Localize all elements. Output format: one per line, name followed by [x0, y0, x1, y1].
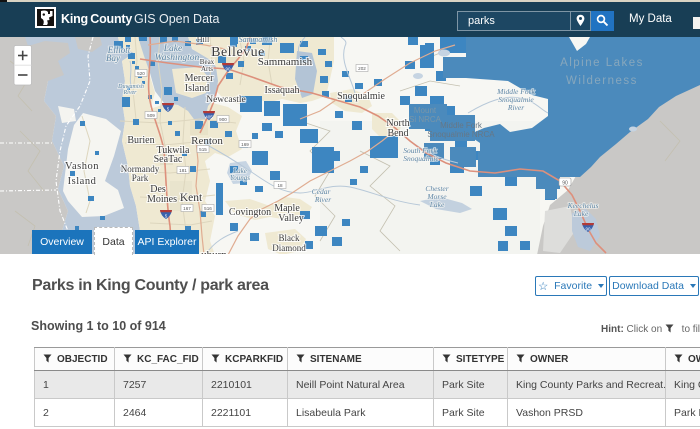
svg-text:509: 509 — [147, 112, 155, 117]
svg-text:Bellevue: Bellevue — [211, 45, 265, 60]
svg-text:Kent: Kent — [180, 192, 203, 204]
svg-text:Moines: Moines — [147, 194, 177, 205]
svg-text:167: 167 — [183, 205, 191, 210]
svg-text:Alpine Lakes: Alpine Lakes — [560, 57, 644, 69]
svg-text:South Fork: South Fork — [403, 146, 437, 155]
svg-text:515: 515 — [199, 146, 207, 151]
svg-text:Snoqualmie NRCA: Snoqualmie NRCA — [427, 130, 495, 139]
svg-text:Tukwila: Tukwila — [157, 145, 191, 156]
svg-text:181: 181 — [179, 167, 187, 172]
svg-text:Beax: Beax — [200, 58, 215, 66]
svg-text:Bend: Bend — [387, 128, 408, 139]
svg-text:Burien: Burien — [127, 135, 154, 146]
svg-text:202: 202 — [358, 65, 366, 70]
svg-text:Valley: Valley — [278, 213, 304, 224]
svg-text:Sammamish: Sammamish — [258, 56, 313, 68]
svg-text:Mercer: Mercer — [185, 73, 215, 84]
svg-text:Island: Island — [68, 176, 97, 187]
svg-text:Issaquah: Issaquah — [265, 85, 300, 96]
svg-text:SeaTac: SeaTac — [154, 154, 183, 165]
svg-text:Normandy: Normandy — [121, 164, 160, 174]
svg-text:Snoqualmie: Snoqualmie — [337, 91, 385, 102]
svg-text:Lake: Lake — [163, 44, 182, 54]
svg-text:Middle Fork: Middle Fork — [440, 121, 483, 130]
svg-text:Black: Black — [279, 233, 300, 243]
svg-text:Sammamish: Sammamish — [239, 37, 278, 44]
svg-text:5: 5 — [165, 213, 168, 218]
svg-text:Youngs: Youngs — [230, 174, 250, 182]
svg-text:Auburn: Auburn — [193, 249, 227, 255]
svg-text:North: North — [386, 118, 409, 129]
svg-text:River: River — [314, 195, 331, 204]
svg-text:90: 90 — [225, 66, 231, 71]
svg-text:River: River — [507, 103, 524, 112]
svg-text:Diamond: Diamond — [272, 243, 306, 253]
svg-text:Keechelus: Keechelus — [567, 201, 599, 210]
svg-text:Vashon: Vashon — [65, 161, 99, 172]
svg-text:405: 405 — [205, 114, 213, 119]
svg-text:Renton: Renton — [191, 135, 223, 147]
svg-text:Arts: Arts — [201, 65, 213, 73]
svg-text:River: River — [123, 90, 138, 96]
svg-text:5: 5 — [167, 106, 170, 111]
svg-text:Snoqualmie: Snoqualmie — [403, 154, 439, 163]
svg-text:Island: Island — [185, 83, 209, 94]
svg-text:Lake: Lake — [429, 200, 445, 209]
svg-text:Duwamish: Duwamish — [117, 84, 144, 90]
svg-text:Des: Des — [150, 184, 166, 195]
svg-text:900: 900 — [219, 116, 227, 121]
svg-text:Morse: Morse — [426, 192, 447, 201]
svg-text:Si NRCA: Si NRCA — [409, 115, 442, 124]
svg-text:Washington: Washington — [155, 53, 200, 63]
svg-text:Mount: Mount — [414, 106, 437, 115]
svg-text:Wilderness: Wilderness — [566, 75, 638, 87]
svg-text:Middle Fork: Middle Fork — [496, 87, 535, 96]
svg-text:90: 90 — [585, 226, 591, 231]
svg-text:516: 516 — [204, 205, 212, 210]
svg-text:Newcastle: Newcastle — [206, 95, 246, 105]
svg-text:Elliott: Elliott — [107, 45, 131, 55]
svg-text:90: 90 — [562, 180, 568, 186]
svg-text:169: 169 — [241, 141, 249, 146]
svg-text:Covington: Covington — [229, 207, 271, 218]
svg-text:Lake: Lake — [573, 209, 589, 218]
svg-text:Lake: Lake — [232, 167, 247, 175]
svg-text:Snoqualmie: Snoqualmie — [498, 95, 534, 104]
svg-text:Park: Park — [132, 173, 149, 183]
svg-text:18: 18 — [277, 182, 283, 187]
svg-text:Bay: Bay — [106, 53, 120, 63]
svg-text:Chester: Chester — [425, 184, 448, 193]
svg-text:Hill: Hill — [197, 37, 210, 44]
svg-text:Maple: Maple — [274, 203, 300, 214]
svg-text:Cedar: Cedar — [312, 187, 331, 196]
svg-text:520: 520 — [137, 70, 145, 75]
